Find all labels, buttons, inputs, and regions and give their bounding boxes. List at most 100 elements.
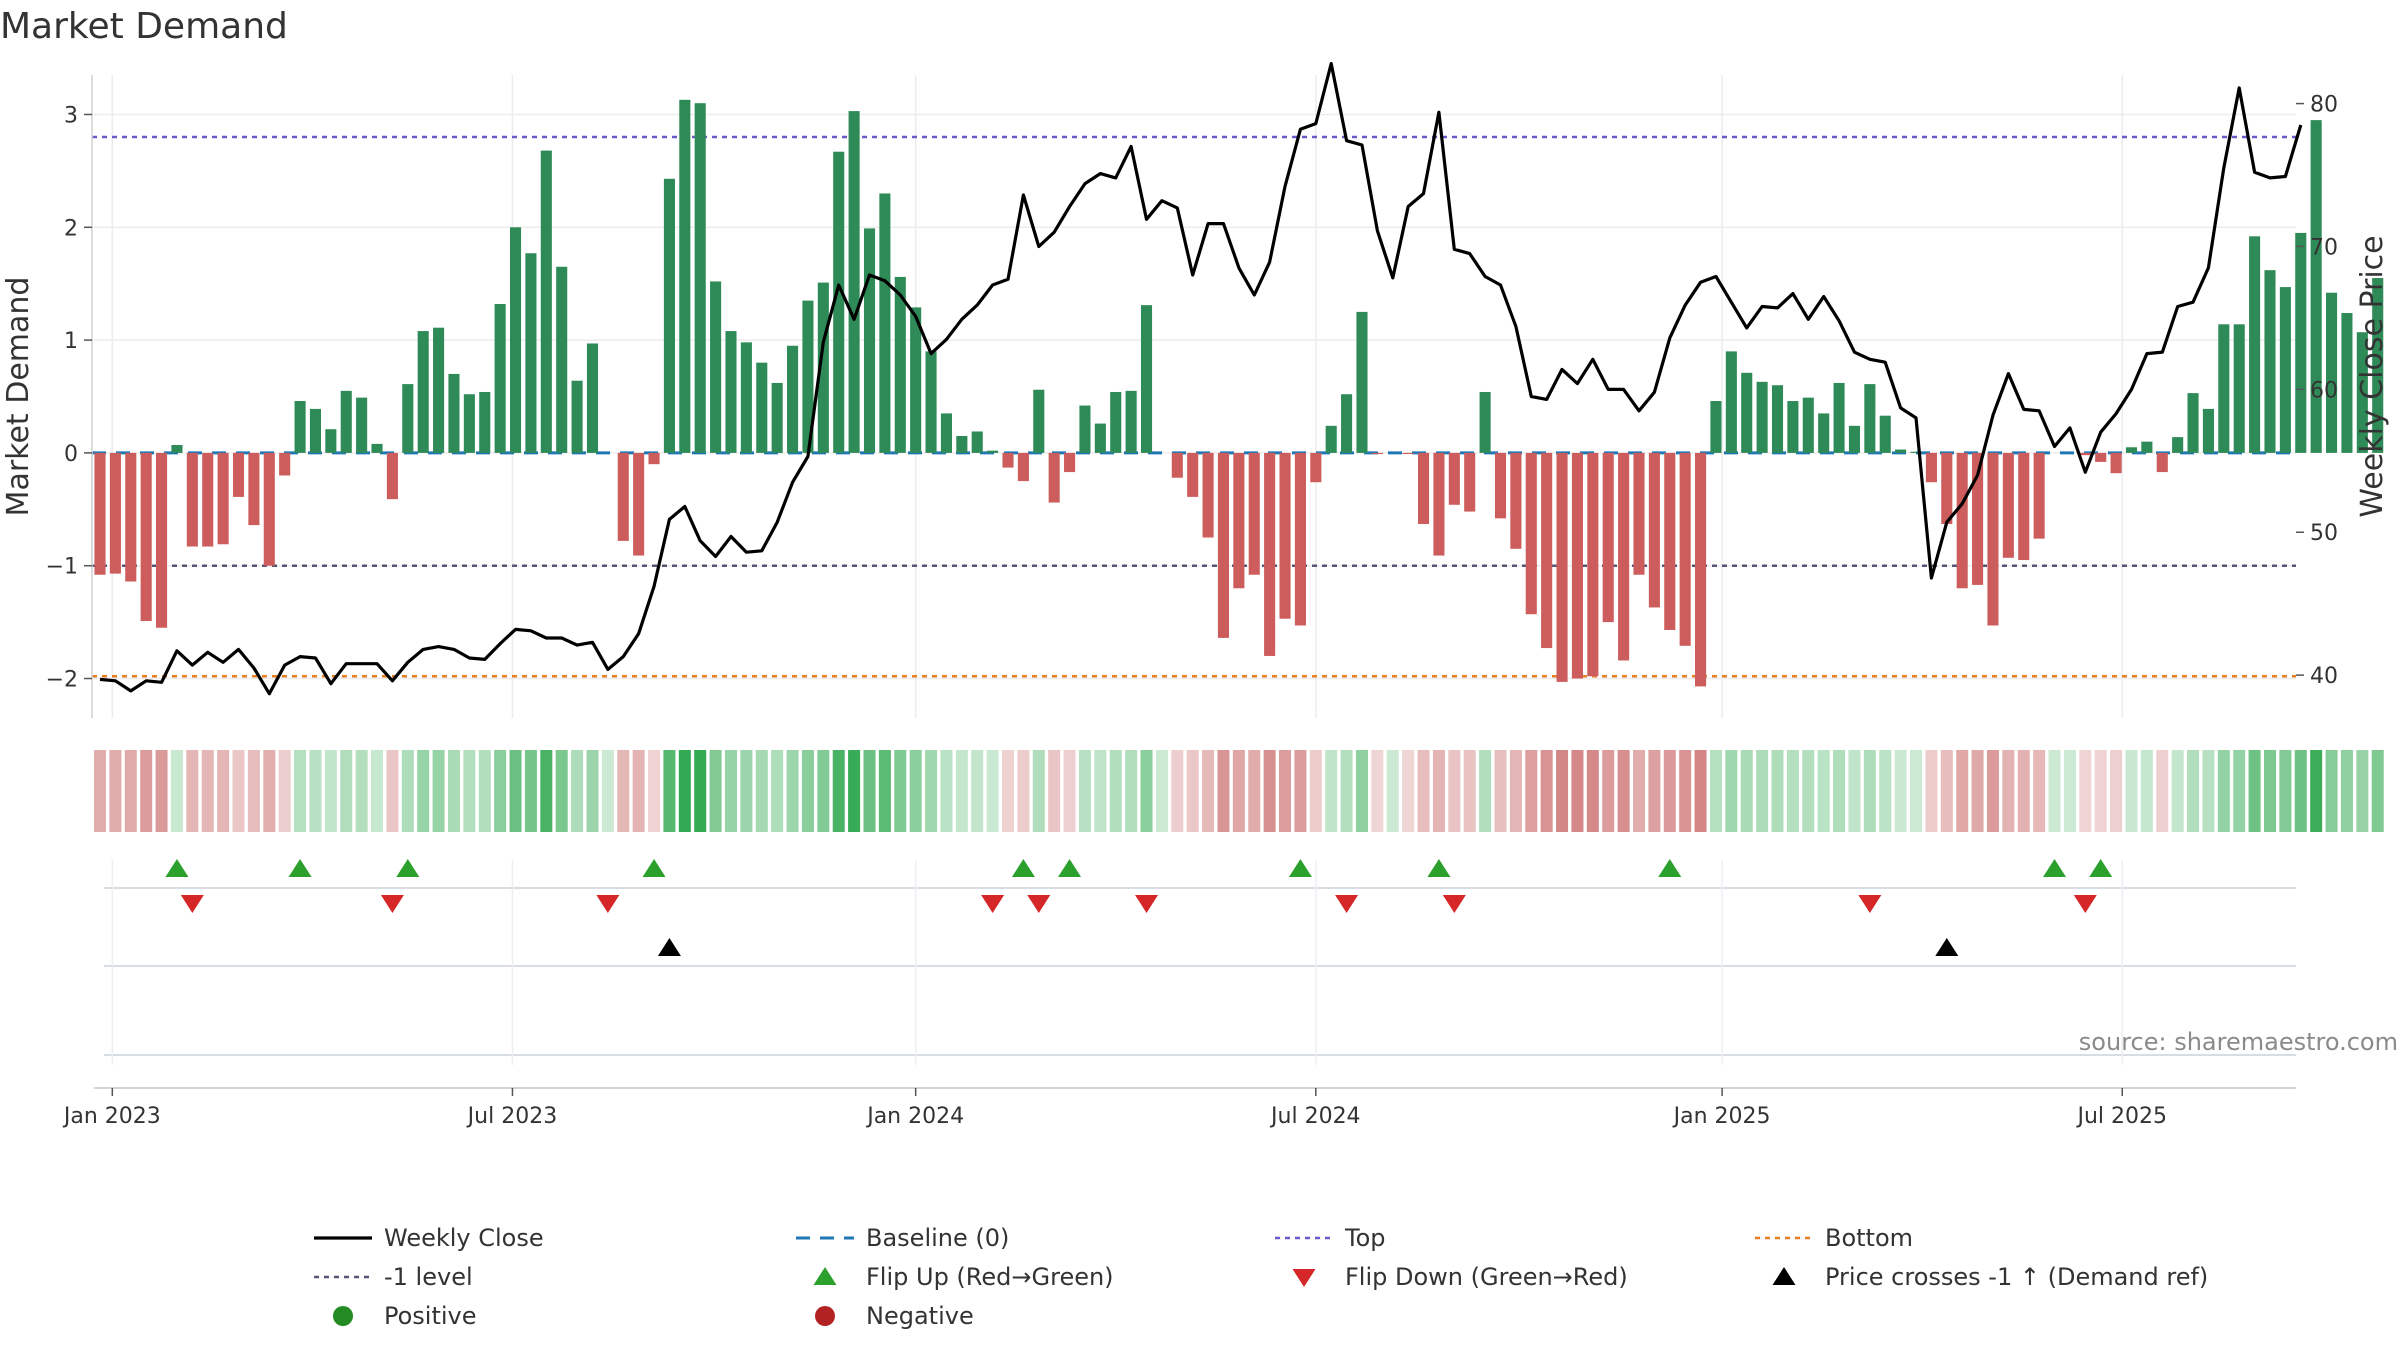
heat-cell xyxy=(1063,750,1076,832)
flip-up-marker xyxy=(288,859,312,877)
demand-bar xyxy=(309,408,322,453)
legend-item-bottom: Bottom xyxy=(1755,1224,1913,1252)
demand-bar xyxy=(633,452,645,556)
demand-bar xyxy=(340,390,352,453)
demand-bar xyxy=(987,450,999,453)
heat-cell xyxy=(478,750,491,832)
heat-cell xyxy=(2371,750,2384,832)
heat-cell xyxy=(1263,750,1276,832)
x-tick-label: Jul 2025 xyxy=(2075,1104,2167,1129)
legend-item-negative_dot: Negative xyxy=(815,1302,974,1330)
demand-bar xyxy=(740,342,752,453)
demand-bar xyxy=(1710,401,1722,453)
legend: Weekly Close Baseline (0) Top Bottom -1 leve… xyxy=(314,1224,2208,1330)
demand-bar xyxy=(586,343,599,453)
heat-cell xyxy=(1202,750,1215,832)
demand-bar xyxy=(186,452,198,547)
heat-cell xyxy=(2110,750,2123,832)
heat-cell xyxy=(324,750,337,832)
heat-cell xyxy=(1694,750,1707,832)
heat-cell xyxy=(2033,750,2046,832)
flip-down-marker xyxy=(380,895,404,913)
heat-cell xyxy=(632,750,645,832)
demand-bar xyxy=(2125,447,2138,453)
demand-bar xyxy=(402,384,414,453)
demand-bar xyxy=(1818,413,1830,453)
demand-bar xyxy=(2172,437,2184,453)
heat-cell xyxy=(1617,750,1630,832)
demand-bar xyxy=(217,452,229,545)
heat-cell xyxy=(340,750,353,832)
legend-swatch xyxy=(1292,1269,1316,1287)
heat-cell xyxy=(2233,750,2246,832)
demand-bar xyxy=(1848,425,1861,453)
heat-cell xyxy=(1602,750,1615,832)
heat-cell xyxy=(1679,750,1692,832)
legend-item-minus_one: -1 level xyxy=(314,1263,473,1291)
demand-bar xyxy=(710,281,722,453)
demand-bar xyxy=(1910,451,1922,453)
demand-bar xyxy=(971,431,983,453)
demand-bar xyxy=(2356,332,2368,453)
demand-bar xyxy=(2095,452,2107,462)
demand-bar xyxy=(2326,292,2338,453)
demand-bar xyxy=(509,227,522,453)
heat-cell xyxy=(1786,750,1799,832)
demand-bar xyxy=(2341,313,2353,453)
heat-cell xyxy=(1479,750,1492,832)
flip-up-marker xyxy=(2043,859,2067,877)
heat-cell xyxy=(1894,750,1907,832)
demand-bar xyxy=(2279,287,2291,453)
heat-cell xyxy=(617,750,630,832)
demand-bar xyxy=(1679,452,1691,646)
heat-cell xyxy=(909,750,922,832)
demand-bar xyxy=(156,452,168,628)
demand-bar xyxy=(1079,405,1091,453)
heat-cell xyxy=(1248,750,1261,832)
heat-cell xyxy=(140,750,153,832)
heat-cell xyxy=(2125,750,2138,832)
demand-bar xyxy=(725,331,737,453)
demand-bar xyxy=(2233,324,2245,453)
legend-label: Flip Up (Red→Green) xyxy=(866,1263,1114,1291)
demand-bar xyxy=(1171,452,1183,478)
demand-bar xyxy=(1541,452,1553,649)
legend-item-positive_dot: Positive xyxy=(333,1302,477,1330)
demand-bar xyxy=(1741,372,1753,453)
heat-cell xyxy=(586,750,599,832)
legend-swatch xyxy=(815,1306,835,1326)
heat-cell xyxy=(1078,750,1091,832)
demand-bar xyxy=(1587,452,1599,677)
heat-cell xyxy=(294,750,307,832)
heat-cell xyxy=(417,750,430,832)
heat-cell xyxy=(1279,750,1292,832)
heat-cell xyxy=(1402,750,1415,832)
demand-heat-strip xyxy=(93,750,2384,832)
heat-cell xyxy=(1663,750,1676,832)
demand-bar xyxy=(1187,452,1199,497)
demand-bar xyxy=(109,452,121,574)
heat-cell xyxy=(1232,750,1245,832)
demand-bar xyxy=(1618,452,1630,661)
heat-cell xyxy=(1556,750,1569,832)
legend-swatch xyxy=(813,1267,837,1285)
demand-bar xyxy=(140,452,152,621)
demand-bar xyxy=(1217,452,1230,638)
x-tick-label: Jan 2024 xyxy=(865,1104,964,1129)
heat-cell xyxy=(971,750,984,832)
right-tick-label: 60 xyxy=(2310,378,2338,403)
heat-cell xyxy=(186,750,199,832)
demand-bar xyxy=(1895,449,1907,453)
demand-bar xyxy=(2249,236,2261,453)
signal-markers xyxy=(104,859,2296,1065)
demand-bar xyxy=(94,452,106,575)
heat-cell xyxy=(247,750,260,832)
heat-cell xyxy=(217,750,230,832)
heat-cell xyxy=(2002,750,2015,832)
demand-bar xyxy=(1864,384,1876,453)
heat-cell xyxy=(555,750,568,832)
heat-cell xyxy=(801,750,814,832)
heat-cell xyxy=(2217,750,2230,832)
flip-up-marker xyxy=(1058,859,1082,877)
demand-bar xyxy=(1294,452,1306,626)
